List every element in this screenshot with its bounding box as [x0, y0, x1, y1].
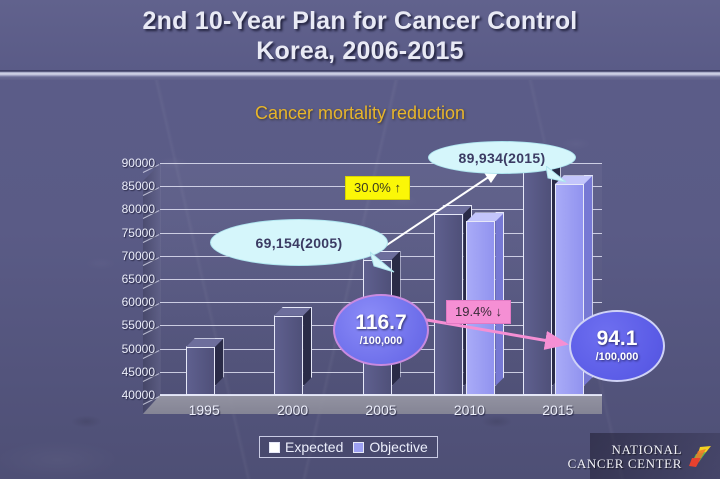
- rate-badge-2015-value: 94.1: [596, 327, 638, 350]
- y-axis-tick-label: 85000: [121, 179, 155, 194]
- chart-legend: Expected Objective: [259, 436, 438, 458]
- callout-2015-tail: [546, 166, 567, 183]
- header-divider: [0, 70, 720, 80]
- logo-line-1: NATIONAL: [611, 442, 682, 457]
- logo-line-2: CANCER CENTER: [567, 456, 682, 471]
- legend-item-objective: Objective: [353, 439, 428, 455]
- bar-expected-2015: [522, 154, 552, 395]
- chart-floor: [143, 395, 602, 414]
- rate-badge-2015-unit: /100,000: [595, 351, 639, 363]
- page-title: 2nd 10-Year Plan for Cancer Control Kore…: [142, 7, 578, 65]
- legend-item-expected: Expected: [269, 439, 343, 455]
- rate-badge-2015: 94.1 /100,000: [569, 310, 665, 382]
- ribbon-flame-icon: [689, 446, 711, 467]
- y-axis-tick-label: 50000: [121, 341, 155, 356]
- x-axis-tick-label: 2000: [277, 402, 309, 418]
- bar-side: [303, 307, 312, 386]
- legend-label-objective: Objective: [369, 439, 428, 455]
- y-axis-tick-label: 80000: [121, 202, 155, 217]
- y-axis-tick-label: 55000: [121, 318, 155, 333]
- slide-subtitle: Cancer mortality reduction: [254, 103, 466, 123]
- callout-2005: 69,154(2005): [210, 219, 388, 266]
- y-axis-tick-label: 65000: [121, 272, 155, 286]
- y-axis-tick-label: 75000: [121, 225, 155, 240]
- rate-badge-2005-value: 116.7: [355, 311, 407, 334]
- organization-logo: NATIONAL CANCER CENTER: [568, 443, 712, 471]
- bar-front: [185, 347, 215, 395]
- legend-swatch-objective: [353, 441, 365, 453]
- legend-swatch-expected: [269, 441, 280, 453]
- x-axis-tick-label: 2005: [365, 402, 397, 418]
- bar-expected-2000: [274, 307, 303, 395]
- rate-badge-2005-unit: /100,000: [359, 335, 403, 347]
- legend-label-expected: Expected: [285, 439, 344, 455]
- x-axis-tick-label: 2010: [453, 402, 485, 418]
- bar-front: [274, 315, 304, 395]
- y-axis-tick-label: 90000: [121, 156, 155, 170]
- rate-badge-2005: 116.7 /100,000: [333, 294, 429, 366]
- y-axis-tick-label: 60000: [121, 295, 155, 310]
- gridline: [160, 163, 602, 164]
- logo-text: NATIONAL CANCER CENTER: [568, 443, 682, 471]
- gridline: [160, 395, 602, 396]
- y-axis-tick-label: 40000: [121, 388, 155, 402]
- bar-objective-2015: [554, 175, 584, 395]
- y-axis-tick-label: 45000: [121, 364, 155, 379]
- x-axis-tick-label: 2015: [542, 402, 574, 418]
- y-axis-labels: 40000 45000 50000 55000 60000 65000 70000 75000…: [95, 0, 155, 479]
- callout-2015: 89,934(2015): [428, 141, 576, 174]
- y-axis-tick-label: 70000: [121, 248, 155, 263]
- bar-expected-1995: [185, 338, 215, 395]
- x-axis-tick-label: 1995: [188, 402, 220, 418]
- slide-header: 2nd 10-Year Plan for Cancer Control Kore…: [0, 0, 720, 70]
- bar-front: [522, 163, 552, 395]
- decrease-badge: 19.4% ↓: [446, 300, 511, 324]
- increase-badge: 30.0% ↑: [345, 176, 410, 200]
- callout-2005-tail: [370, 251, 395, 273]
